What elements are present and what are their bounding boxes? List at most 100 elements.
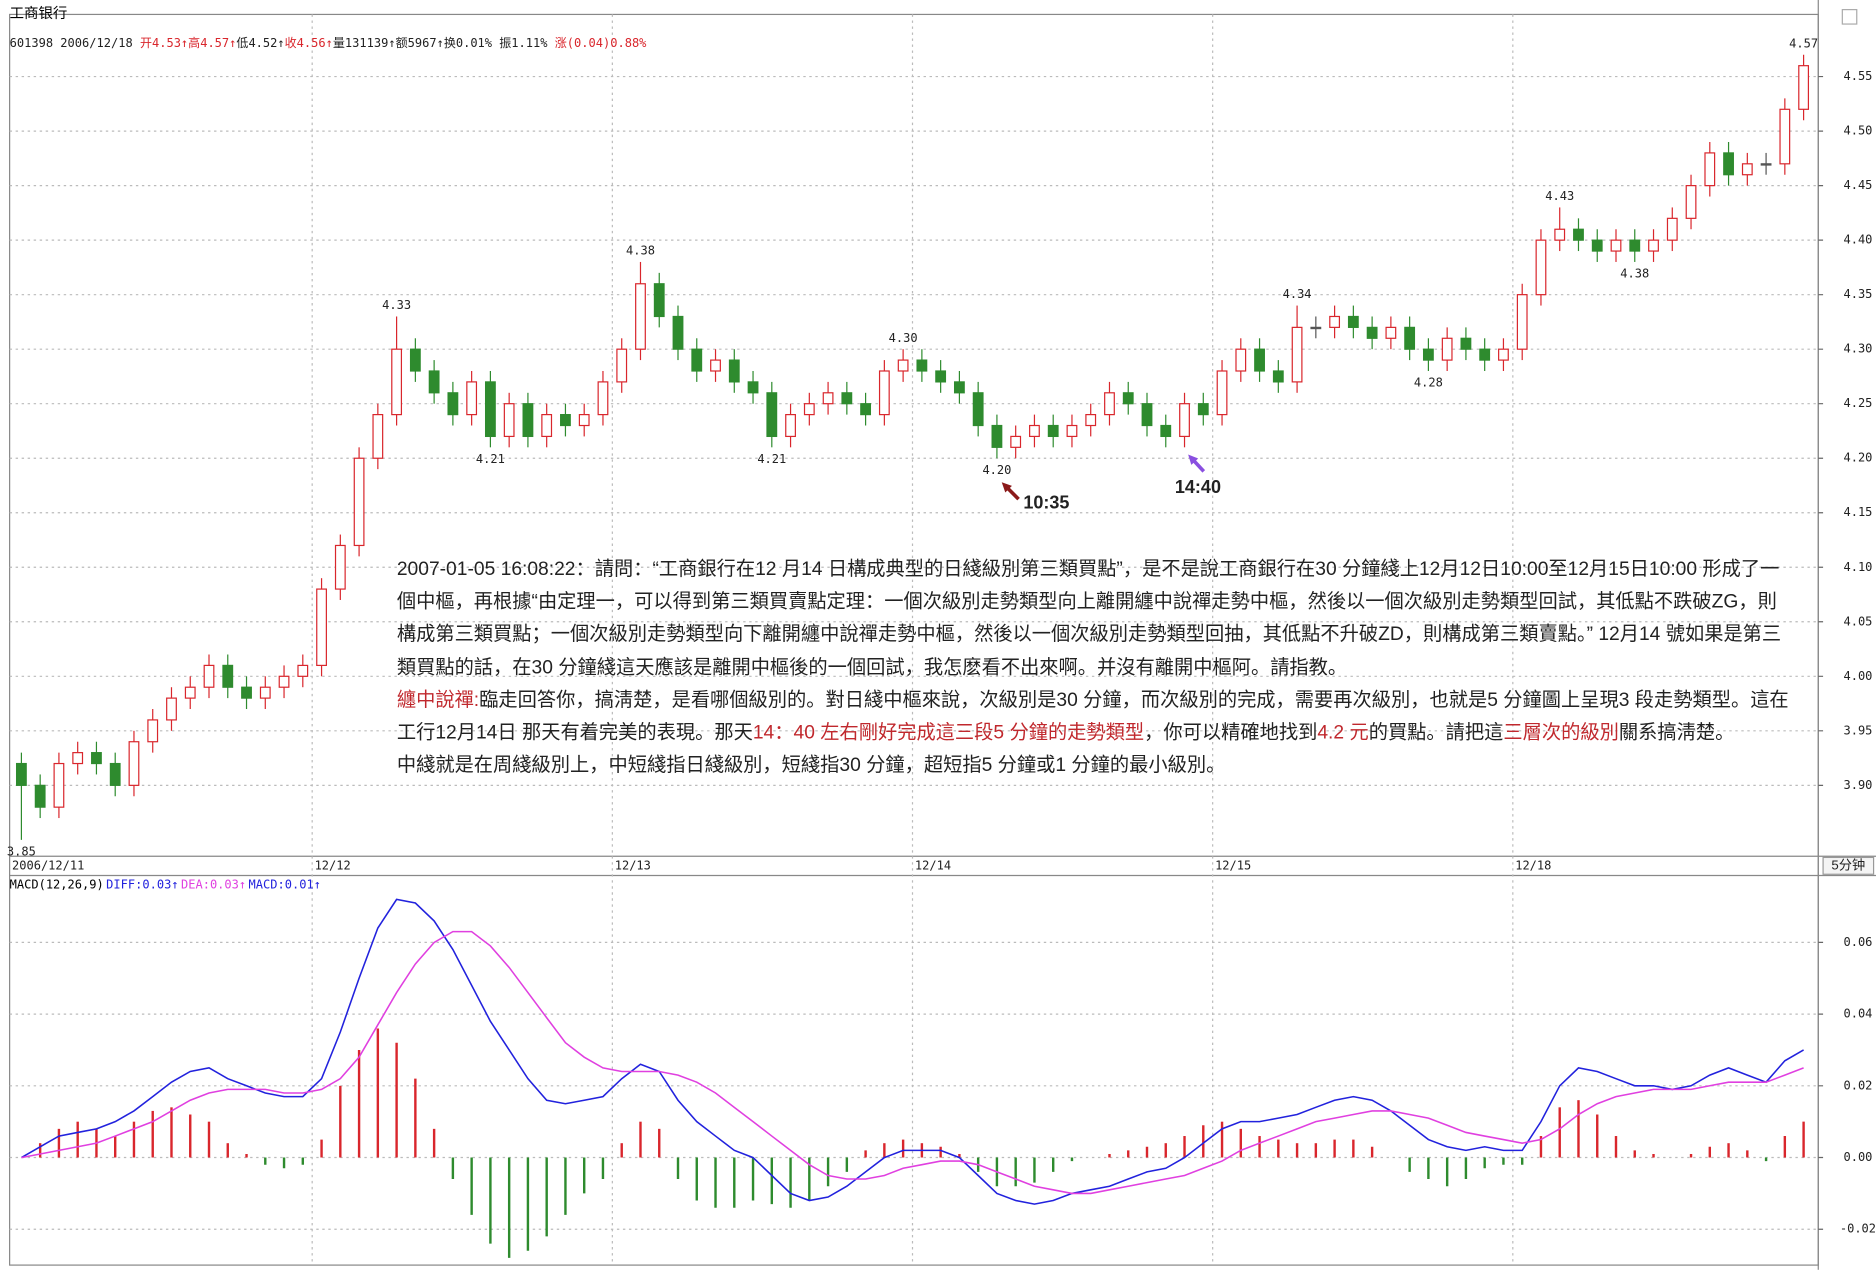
candle-body <box>1760 163 1772 166</box>
note-run: ，你可以精確地找到 <box>1144 722 1318 744</box>
y-tick-label: 4.45 <box>1843 178 1872 192</box>
macd-title: MACD(12,26,9) <box>9 879 104 893</box>
note-paragraph: 纏中說禪:臨走回答你，搞淸楚，是看哪個級別的。對日綫中樞來說，次級別是30 分鐘… <box>397 684 1792 749</box>
candle-body <box>766 392 778 438</box>
candle-body <box>334 544 346 590</box>
candle-body <box>1160 424 1172 438</box>
candle-body <box>616 348 628 383</box>
candle-body <box>1441 337 1453 361</box>
candle-body <box>1291 326 1303 383</box>
candle-body <box>1704 152 1716 187</box>
candle-body <box>34 784 46 808</box>
candle-body <box>109 762 121 786</box>
candle-body <box>1272 370 1284 383</box>
candle-body <box>1141 403 1153 427</box>
candle-body <box>541 414 553 438</box>
y-tick-label: 0.02 <box>1843 1078 1872 1092</box>
candle-body <box>503 403 515 438</box>
candle-body <box>466 381 478 416</box>
candle-body <box>1498 348 1509 361</box>
note-run: 中綫就是在周綫級別上，中短綫指日綫級別，短綫指30 分鐘，超短指5 分鐘或1 分… <box>396 755 1226 776</box>
info-run: 开4.53↑高4.57↑ <box>139 37 237 51</box>
candle-body <box>447 392 459 416</box>
candle-body <box>353 457 365 547</box>
y-tick-label: 4.10 <box>1843 560 1872 574</box>
info-run: 收4.56↑ <box>284 37 333 51</box>
low-label: 4.21 <box>757 452 786 466</box>
candle-body <box>1085 414 1097 427</box>
candle-body <box>1254 348 1265 372</box>
candle-body <box>1235 348 1247 372</box>
annotation-label: 10:35 <box>1023 493 1069 513</box>
candle-body <box>1179 403 1190 438</box>
y-tick-label: 3.95 <box>1843 723 1872 737</box>
y-tick-label: 4.00 <box>1843 669 1872 683</box>
candle-body <box>1385 326 1397 339</box>
candle-body <box>710 359 721 372</box>
candle-body <box>972 392 984 427</box>
candle-body <box>728 359 740 383</box>
low-label: 4.28 <box>1414 376 1443 390</box>
candle-body <box>409 348 421 372</box>
note-run: 三層次的級別 <box>1503 722 1619 744</box>
high-label: 4.57 <box>1789 36 1818 50</box>
note-run: 的買點。請把這 <box>1368 722 1504 744</box>
candle-body <box>391 348 403 416</box>
y-tick-label: 4.55 <box>1843 69 1872 83</box>
candle-body <box>1404 326 1416 350</box>
candle-body <box>428 370 440 394</box>
candle-body <box>991 424 1003 448</box>
legend-entry: DEA:0.03↑ <box>180 879 247 893</box>
info-run: 量131139↑额5967↑换0.01% 振1.11% <box>332 37 555 51</box>
macd-line <box>21 898 1804 1205</box>
candle-body <box>1104 392 1115 416</box>
y-tick-label: 4.35 <box>1843 287 1872 301</box>
candle-body <box>259 686 271 699</box>
y-tick-label: 4.50 <box>1843 124 1872 138</box>
candle-body <box>1197 403 1209 416</box>
stock-title: 工商银行 <box>9 4 68 22</box>
candle-body <box>653 283 665 318</box>
candle-body <box>1666 217 1678 241</box>
y-tick-label: 4.25 <box>1843 396 1872 410</box>
high-label: 4.33 <box>382 298 411 312</box>
x-tick-label: 12/12 <box>315 858 351 872</box>
candle-body <box>1479 348 1491 361</box>
candle-body <box>522 403 534 438</box>
x-tick-label: 12/15 <box>1215 858 1251 872</box>
legend-entry: DIFF:0.03↑ <box>106 879 179 893</box>
candle-body <box>578 414 590 427</box>
y-tick-label: 4.15 <box>1843 505 1872 519</box>
candle-body <box>1029 424 1040 438</box>
candle-body <box>953 381 965 394</box>
macd-legend: MACD(12,26,9) DIFF:0.03↑ DEA:0.03↑ MACD:0.0… <box>10 879 324 892</box>
candle-body <box>1798 65 1810 110</box>
info-run: 601398 2006/12/18 <box>9 37 140 51</box>
candle-body <box>278 675 290 688</box>
info-run: 涨(0.04)0.88% <box>554 37 647 51</box>
candle-body <box>241 686 252 699</box>
y-tick-label: 0.06 <box>1843 935 1872 949</box>
candle-body <box>1723 152 1734 176</box>
candle-body <box>597 381 609 416</box>
candle-body <box>1573 228 1584 241</box>
candle-body <box>222 664 234 688</box>
x-tick-label: 12/14 <box>915 858 951 872</box>
candle-body <box>1629 239 1641 252</box>
candle-body <box>1310 326 1322 330</box>
candle-body <box>1685 185 1697 219</box>
note-paragraph: 中綫就是在周綫級別上，中短綫指日綫級別，短綫指30 分鐘，超短指5 分鐘或1 分… <box>397 749 1792 782</box>
y-tick-label: 4.05 <box>1843 614 1872 628</box>
y-tick-label: 4.20 <box>1843 451 1872 465</box>
candle-body <box>935 370 947 383</box>
candle-body <box>203 664 215 688</box>
candle-body <box>147 719 159 743</box>
candle-body <box>1122 392 1134 405</box>
candle-body <box>1347 315 1359 328</box>
candle-body <box>878 370 890 416</box>
note-run: 2007-01-05 16:08:22：請問：“工商銀行在12 月14 日構成典… <box>396 559 1782 678</box>
candle-body <box>635 283 646 350</box>
info-run: 低4.52↑ <box>236 37 285 51</box>
candle-body <box>1066 424 1078 438</box>
